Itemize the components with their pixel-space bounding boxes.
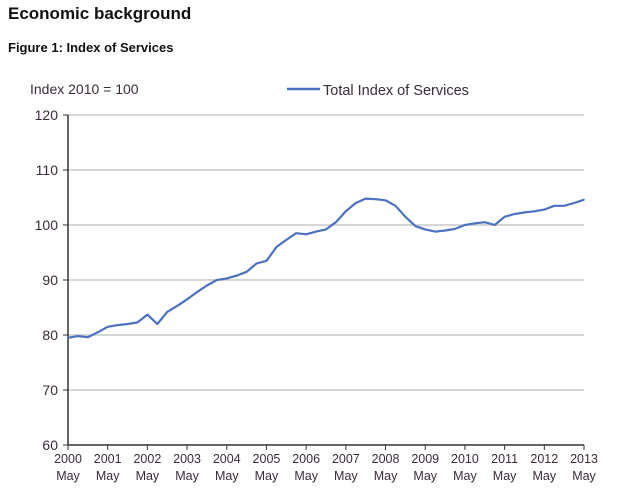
data-point: [374, 198, 377, 200]
data-point: [146, 313, 149, 316]
data-point: [335, 221, 337, 224]
data-point: [255, 262, 258, 265]
x-tick-year: 2002: [133, 452, 161, 466]
data-point: [186, 298, 188, 301]
x-tick-month: May: [532, 469, 556, 483]
data-point: [176, 305, 178, 307]
x-tick-year: 2003: [173, 452, 201, 466]
data-point: [166, 311, 169, 313]
data-point: [364, 197, 367, 200]
data-point: [553, 204, 556, 207]
x-tick-month: May: [493, 469, 517, 483]
data-point: [345, 210, 347, 213]
x-tick-month: May: [215, 469, 239, 483]
data-point: [384, 199, 387, 202]
y-tick-label: 80: [42, 327, 58, 343]
data-point: [67, 336, 69, 339]
x-tick-month: May: [255, 469, 279, 483]
x-tick-year: 2006: [292, 452, 320, 466]
data-point: [543, 208, 546, 211]
data-point: [77, 335, 79, 337]
data-point: [573, 202, 575, 204]
data-point: [275, 246, 278, 248]
data-point: [116, 324, 119, 326]
x-tick-year: 2009: [411, 452, 439, 466]
data-point: [404, 215, 407, 218]
data-point: [523, 211, 526, 214]
x-tick-year: 2012: [530, 452, 558, 466]
series-line-total-index-of-services: [67, 197, 585, 339]
x-tick-month: May: [56, 469, 80, 483]
data-point: [156, 323, 159, 325]
y-axis-label: Index 2010 = 100: [30, 81, 139, 97]
data-point: [513, 213, 516, 215]
data-point: [87, 336, 89, 339]
data-point: [106, 325, 109, 328]
data-point: [503, 215, 506, 218]
data-point: [325, 228, 327, 231]
data-point: [464, 224, 466, 226]
x-tick-month: May: [294, 469, 318, 483]
legend-label: Total Index of Services: [323, 83, 469, 99]
data-point: [394, 204, 397, 207]
y-tick-label: 120: [35, 107, 59, 123]
data-point: [424, 228, 427, 231]
x-tick-month: May: [96, 469, 120, 483]
x-tick-month: May: [136, 469, 160, 483]
data-point: [444, 229, 446, 232]
figure-title: Figure 1: Index of Services: [8, 40, 174, 55]
y-tick-label: 90: [42, 272, 58, 288]
x-tick-year: 2008: [372, 452, 400, 466]
x-tick-year: 2013: [570, 452, 598, 466]
y-tick-label: 60: [42, 437, 58, 453]
x-tick-year: 2010: [451, 452, 479, 466]
section-heading: Economic background: [8, 4, 192, 23]
data-point: [295, 232, 298, 235]
data-point: [225, 277, 228, 280]
x-tick-year: 2000: [54, 452, 82, 466]
data-point: [483, 221, 486, 224]
y-tick-label: 110: [36, 162, 59, 178]
data-point: [474, 222, 476, 225]
data-point: [216, 279, 218, 281]
x-tick-month: May: [334, 469, 358, 483]
data-point: [563, 204, 565, 207]
x-tick-month: May: [175, 469, 199, 483]
data-point: [493, 224, 496, 226]
data-point: [206, 284, 208, 287]
data-point: [583, 198, 585, 201]
data-point: [315, 230, 317, 233]
data-point: [434, 230, 436, 233]
x-tick-month: May: [413, 469, 437, 483]
data-point: [96, 331, 99, 334]
x-tick-month: May: [453, 469, 477, 483]
x-tick-year: 2005: [253, 452, 281, 466]
data-point: [533, 210, 536, 213]
data-point: [454, 228, 456, 230]
x-tick-month: May: [374, 469, 398, 483]
data-point: [245, 270, 248, 273]
data-point: [305, 233, 307, 236]
x-tick-month: May: [572, 469, 596, 483]
data-point: [354, 202, 357, 204]
y-tick-label: 70: [42, 382, 58, 398]
data-point: [285, 239, 288, 241]
data-point: [196, 291, 198, 293]
data-point: [136, 321, 139, 324]
data-point: [126, 323, 129, 325]
data-point: [414, 225, 417, 227]
y-tick-label: 100: [35, 217, 59, 233]
data-point: [235, 274, 238, 277]
x-tick-year: 2001: [94, 452, 122, 466]
data-point: [265, 259, 268, 262]
x-tick-year: 2011: [491, 452, 518, 466]
x-tick-year: 2004: [213, 452, 241, 466]
x-tick-year: 2007: [332, 452, 360, 466]
